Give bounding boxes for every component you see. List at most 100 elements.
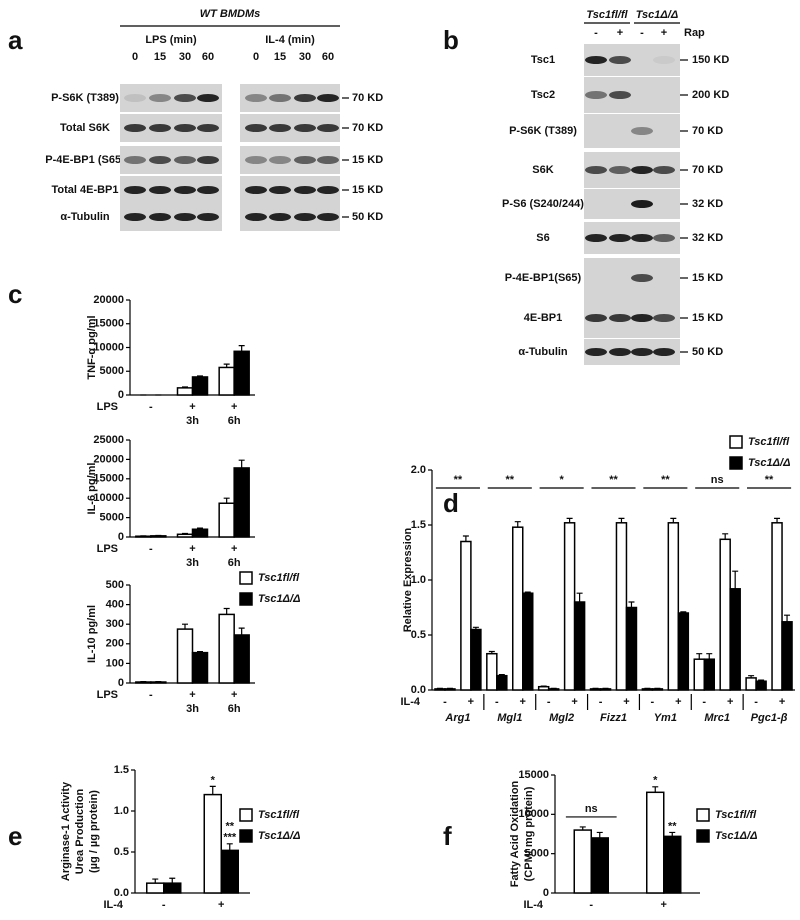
error-bar bbox=[223, 497, 230, 504]
size-label: 50 KD bbox=[352, 211, 383, 223]
bar bbox=[470, 628, 482, 691]
panel-letter: e bbox=[8, 821, 22, 851]
group-label: Fizz1 bbox=[600, 712, 627, 724]
error-bar bbox=[238, 627, 245, 635]
bar bbox=[460, 540, 472, 691]
legend-swatch bbox=[239, 808, 253, 822]
bar bbox=[522, 592, 534, 691]
significance: * bbox=[653, 775, 658, 787]
row-label: α-Tubulin bbox=[60, 211, 110, 223]
x-sublabel: 3h bbox=[186, 557, 199, 569]
row-label: α-Tubulin bbox=[518, 346, 568, 358]
x-axis-label: LPS bbox=[97, 543, 118, 555]
bar bbox=[176, 628, 194, 684]
x-tick-label: - bbox=[599, 696, 603, 708]
y-axis-label: Arginase-1 Activity bbox=[60, 781, 72, 881]
lane-label: 0 bbox=[132, 51, 138, 63]
size-label: 32 KD bbox=[692, 232, 723, 244]
blot-band bbox=[631, 166, 653, 174]
bar bbox=[599, 688, 612, 691]
bar bbox=[745, 677, 757, 691]
bar bbox=[663, 835, 682, 894]
bar bbox=[563, 522, 576, 691]
x-tick-label: + bbox=[189, 543, 195, 555]
error-bar bbox=[784, 614, 791, 622]
significance: ns bbox=[585, 803, 598, 815]
bar bbox=[218, 366, 235, 396]
y-tick-label: 200 bbox=[106, 638, 124, 650]
error-bar bbox=[498, 674, 505, 676]
significance: *** bbox=[223, 832, 237, 844]
y-tick-label: 1.0 bbox=[411, 574, 426, 586]
y-tick-label: 0.5 bbox=[411, 629, 426, 641]
significance: ** bbox=[765, 474, 774, 486]
bar bbox=[191, 651, 209, 684]
legend-swatch bbox=[696, 829, 710, 843]
x-tick-label: + bbox=[468, 696, 474, 708]
x-axis-label: LPS bbox=[97, 401, 118, 413]
error-bar bbox=[596, 831, 603, 838]
significance: ** bbox=[454, 474, 463, 486]
size-label: 15 KD bbox=[692, 272, 723, 284]
lane-label: 15 bbox=[274, 51, 286, 63]
group-label: Mgl1 bbox=[497, 712, 522, 724]
y-tick-label: 20000 bbox=[93, 294, 124, 306]
significance: ** bbox=[506, 474, 515, 486]
blot-band bbox=[245, 186, 267, 194]
error-bar bbox=[197, 375, 203, 377]
bar bbox=[537, 685, 550, 691]
size-label: 200 KD bbox=[692, 89, 729, 101]
legend-swatch bbox=[696, 808, 710, 822]
error-bar bbox=[628, 601, 635, 608]
blot-band bbox=[585, 314, 607, 322]
blot-band bbox=[197, 124, 219, 132]
x-tick-label: + bbox=[231, 401, 237, 413]
blot-band bbox=[245, 156, 267, 164]
size-label: 70 KD bbox=[352, 92, 383, 104]
bar bbox=[615, 522, 628, 691]
group-label: Mrc1 bbox=[704, 712, 730, 724]
x-tick-label: - bbox=[547, 696, 551, 708]
y-tick-label: 15000 bbox=[518, 769, 549, 781]
x-tick-label: + bbox=[189, 689, 195, 701]
blot-band bbox=[585, 56, 607, 64]
lane-label: - bbox=[640, 27, 644, 39]
x-tick-label: + bbox=[231, 689, 237, 701]
error-bar bbox=[238, 459, 245, 468]
y-axis-label: Relative Expression bbox=[402, 527, 414, 632]
row-label: S6K bbox=[532, 164, 553, 176]
legend-label: Tsc1Δ/Δ bbox=[715, 830, 758, 842]
y-axis-label: Fatty Acid Oxidation bbox=[509, 780, 521, 887]
lane-label: 60 bbox=[202, 51, 214, 63]
blot-band bbox=[609, 348, 631, 356]
error-bar bbox=[540, 685, 547, 687]
x-tick-label: - bbox=[589, 899, 593, 911]
bar bbox=[146, 882, 165, 894]
blot-band bbox=[317, 124, 339, 132]
blot-strip bbox=[584, 114, 680, 148]
bar bbox=[729, 588, 741, 691]
panel-letter: b bbox=[443, 25, 459, 55]
panel-letter: f bbox=[443, 821, 452, 851]
group-label: IL-4 (min) bbox=[265, 34, 315, 46]
y-tick-label: 0 bbox=[543, 887, 549, 899]
error-bar bbox=[706, 653, 713, 660]
blot-band bbox=[174, 94, 196, 102]
lane-label: 30 bbox=[179, 51, 191, 63]
blot-band bbox=[149, 156, 171, 164]
group-label: Mgl2 bbox=[549, 712, 574, 724]
error-bar bbox=[182, 532, 188, 535]
error-bar bbox=[722, 533, 729, 540]
legend-label: Tsc1fl/fl bbox=[748, 436, 790, 448]
blot-band bbox=[269, 124, 291, 132]
bar bbox=[677, 612, 690, 691]
bar bbox=[233, 634, 250, 684]
row-label: Total S6K bbox=[60, 122, 110, 134]
bar bbox=[512, 526, 524, 691]
panel-letter: c bbox=[8, 279, 22, 309]
y-tick-label: 1.5 bbox=[411, 519, 426, 531]
bar bbox=[547, 688, 560, 691]
size-label: 32 KD bbox=[692, 198, 723, 210]
y-tick-label: 15000 bbox=[93, 318, 124, 330]
error-bar bbox=[592, 687, 599, 689]
